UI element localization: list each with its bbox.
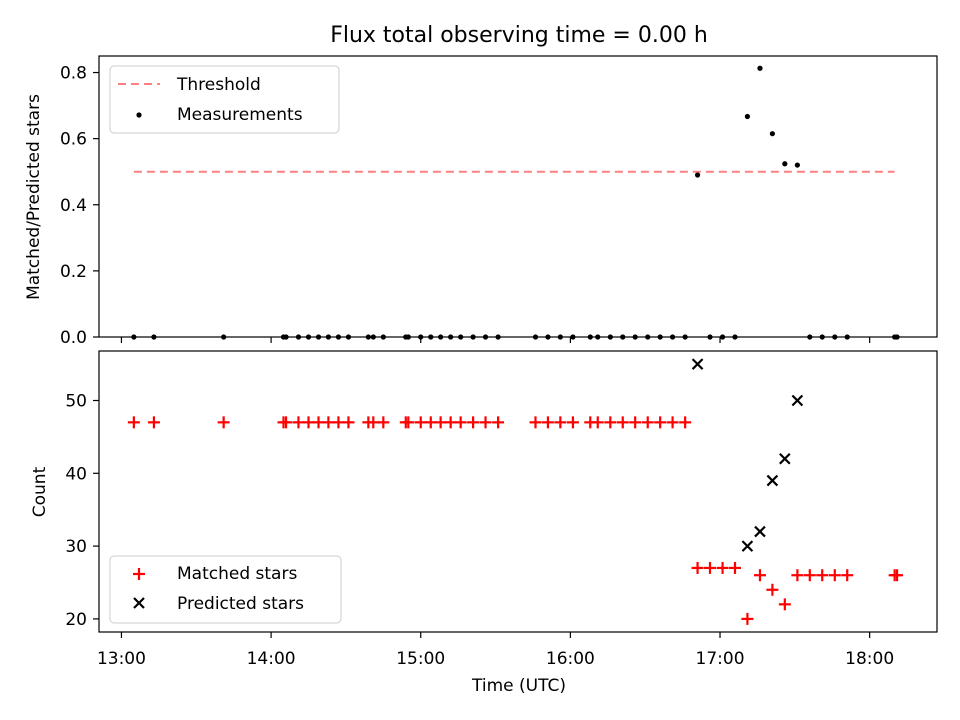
matched-star-point	[666, 416, 679, 429]
matched-star-point	[554, 416, 567, 429]
x-axis-label: Time (UTC)	[471, 676, 566, 696]
bottom-data-marks	[127, 358, 904, 625]
matched-star-point	[816, 569, 829, 582]
bottom-y-axis-label: Count	[30, 466, 50, 517]
matched-star-point	[791, 569, 804, 582]
bottom-y-tick-label: 20	[65, 610, 87, 630]
matched-star-point	[322, 416, 335, 429]
top-y-tick-label: 0.2	[60, 262, 87, 282]
bottom-legend-box	[109, 555, 342, 624]
bottom-legend: Matched stars Predicted stars	[109, 555, 342, 624]
bottom-axes-frame	[98, 350, 938, 633]
matched-stars-legend-marker	[133, 568, 145, 580]
matched-star-point	[332, 416, 345, 429]
matched-star-point	[828, 569, 841, 582]
matched-star-point	[127, 416, 140, 429]
top-legend-box	[109, 65, 340, 134]
measurement-point	[782, 161, 788, 167]
matched-star-point	[217, 416, 230, 429]
matched-star-point	[766, 583, 779, 596]
top-y-tick-label: 0.0	[60, 328, 87, 348]
measurements-legend-label: Measurements	[177, 105, 303, 125]
matched-star-point	[679, 416, 692, 429]
bottom-y-ticks: 20 30 40 50	[65, 392, 99, 630]
matched-star-point	[716, 561, 729, 574]
measurement-point	[757, 65, 763, 71]
predicted-stars-legend-label: Predicted stars	[177, 594, 304, 614]
top-y-tick-label: 0.4	[60, 196, 87, 216]
x-tick-label: 16:00	[546, 649, 595, 669]
matched-star-point	[629, 416, 642, 429]
matched-star-point	[280, 416, 293, 429]
top-y-tick-label: 0.6	[60, 130, 87, 150]
predicted-star-point	[754, 525, 766, 538]
matched-star-point	[377, 416, 390, 429]
predicted-star-point	[766, 474, 779, 487]
matched-star-point	[541, 416, 554, 429]
matched-star-point	[591, 416, 604, 429]
matched-star-point	[367, 416, 380, 429]
top-axes-frame	[98, 55, 938, 338]
measurement-point	[794, 162, 800, 168]
top-y-axis-label: Matched/Predicted stars	[24, 94, 44, 300]
matched-star-point	[753, 569, 766, 582]
matched-stars-legend-label: Matched stars	[177, 564, 297, 584]
matched-star-point	[841, 569, 854, 582]
matched-star-point	[703, 561, 716, 574]
threshold-legend-label: Threshold	[176, 75, 261, 95]
matched-star-point	[778, 598, 791, 611]
matched-star-point	[292, 416, 305, 429]
chart-title: Flux total observing time = 0.00 h	[330, 23, 708, 48]
matched-star-point	[434, 416, 447, 429]
predicted-star-point	[791, 394, 804, 407]
matched-star-point	[891, 569, 904, 582]
bottom-x-ticks: 13:00 14:00 15:00 16:00 17:00 18:00	[97, 632, 894, 669]
top-panel: 0.00.20.40.60.8 Matched/Predicted stars …	[24, 55, 938, 348]
matched-star-point	[467, 416, 480, 429]
matched-star-point	[147, 416, 160, 429]
measurements-legend-marker	[136, 112, 142, 118]
x-tick-label: 15:00	[396, 649, 445, 669]
matched-star-point	[741, 612, 754, 625]
matched-star-point	[641, 416, 654, 429]
top-y-tick-label: 0.8	[60, 64, 87, 84]
matched-star-point	[728, 561, 741, 574]
matched-star-point	[479, 416, 492, 429]
top-x-ticks	[120, 337, 871, 343]
matched-star-point	[691, 561, 704, 574]
matched-star-point	[302, 416, 315, 429]
x-tick-label: 17:00	[696, 649, 745, 669]
matched-star-point	[342, 416, 355, 429]
measurement-point	[694, 172, 701, 178]
top-legend: Threshold Measurements	[109, 65, 340, 134]
matched-star-point	[616, 416, 629, 429]
predicted-star-point	[691, 358, 704, 370]
bottom-y-tick-label: 50	[65, 392, 87, 412]
matched-star-point	[604, 416, 617, 429]
predicted-stars-legend-marker	[133, 597, 145, 609]
bottom-y-tick-label: 40	[65, 464, 87, 484]
predicted-star-point	[741, 540, 754, 552]
bottom-y-tick-label: 30	[65, 537, 87, 557]
matched-star-point	[414, 416, 427, 429]
x-tick-label: 14:00	[247, 649, 296, 669]
matched-star-point	[803, 569, 816, 582]
predicted-star-point	[779, 452, 791, 465]
measurement-point	[744, 113, 751, 120]
measurement-point	[769, 131, 775, 137]
matched-star-point	[654, 416, 667, 429]
matched-star-point	[492, 416, 505, 429]
matched-star-point	[454, 416, 467, 429]
matched-star-point	[402, 416, 415, 429]
x-tick-label: 13:00	[97, 649, 146, 669]
top-y-ticks: 0.0 0.2 0.4 0.6 0.8	[60, 64, 99, 348]
matched-star-point	[444, 416, 457, 429]
matched-star-point	[566, 416, 579, 429]
x-tick-label: 18:00	[845, 649, 894, 669]
matched-star-point	[529, 416, 542, 429]
